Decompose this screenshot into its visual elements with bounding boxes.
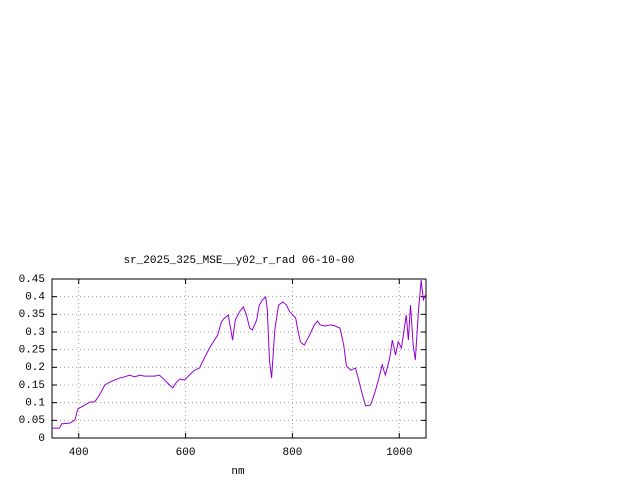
y-tick-label: 0.25 [19,345,45,357]
y-tick-label: 0.15 [19,380,45,392]
x-tick-label: 1000 [386,447,412,459]
y-tick-label: 0.2 [25,362,45,374]
plot-border [51,278,427,439]
y-tick-label: 0 [38,433,45,445]
y-tick-label: 0.45 [19,274,45,286]
x-tick-label: 600 [176,447,196,459]
x-axis-label: nm [231,466,245,478]
y-tick-label: 0.35 [19,309,45,321]
y-tick-label: 0.1 [25,398,45,410]
y-tick-label: 0.3 [25,327,45,339]
y-tick-label: 0.4 [25,292,45,304]
x-tick-label: 400 [69,447,89,459]
x-tick-label: 800 [283,447,303,459]
data-line [52,280,426,429]
chart-title: sr_2025_325_MSE__y02_r_rad 06-10-00 [123,255,354,267]
y-tick-label: 0.05 [19,415,45,427]
